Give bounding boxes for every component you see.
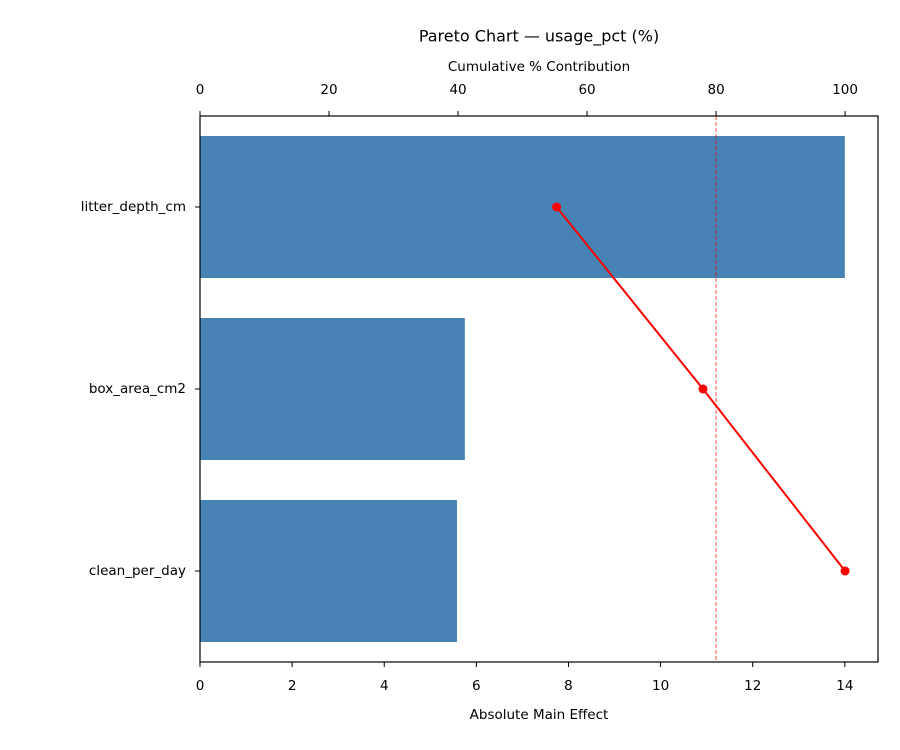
x-tick-label: 12 bbox=[744, 678, 761, 694]
x-axis-label: Absolute Main Effect bbox=[470, 707, 609, 723]
x-tick-label: 8 bbox=[564, 678, 573, 694]
x-tick-label: 14 bbox=[836, 678, 853, 694]
x2-tick-label: 40 bbox=[449, 82, 466, 98]
y-tick-label: litter_depth_cm bbox=[81, 199, 186, 215]
cumulative-marker bbox=[552, 202, 562, 212]
y-tick-label: box_area_cm2 bbox=[89, 381, 186, 397]
x-tick-label: 10 bbox=[652, 678, 669, 694]
x-tick-label: 6 bbox=[472, 678, 481, 694]
x2-tick-label: 80 bbox=[707, 82, 724, 98]
bar bbox=[200, 136, 845, 278]
cumulative-marker bbox=[698, 384, 708, 394]
cumulative-marker bbox=[840, 566, 850, 576]
chart-title: Pareto Chart — usage_pct (%) bbox=[419, 27, 659, 47]
x-tick-label: 4 bbox=[380, 678, 389, 694]
x2-tick-label: 0 bbox=[196, 82, 205, 98]
bar bbox=[200, 500, 458, 642]
x-tick-label: 0 bbox=[196, 678, 205, 694]
x2-tick-label: 100 bbox=[832, 82, 858, 98]
x2-tick-label: 60 bbox=[578, 82, 595, 98]
bar bbox=[200, 318, 465, 460]
x2-tick-label: 20 bbox=[320, 82, 337, 98]
x-tick-label: 2 bbox=[288, 678, 297, 694]
x2-axis-label: Cumulative % Contribution bbox=[448, 59, 630, 75]
y-tick-label: clean_per_day bbox=[89, 563, 186, 579]
